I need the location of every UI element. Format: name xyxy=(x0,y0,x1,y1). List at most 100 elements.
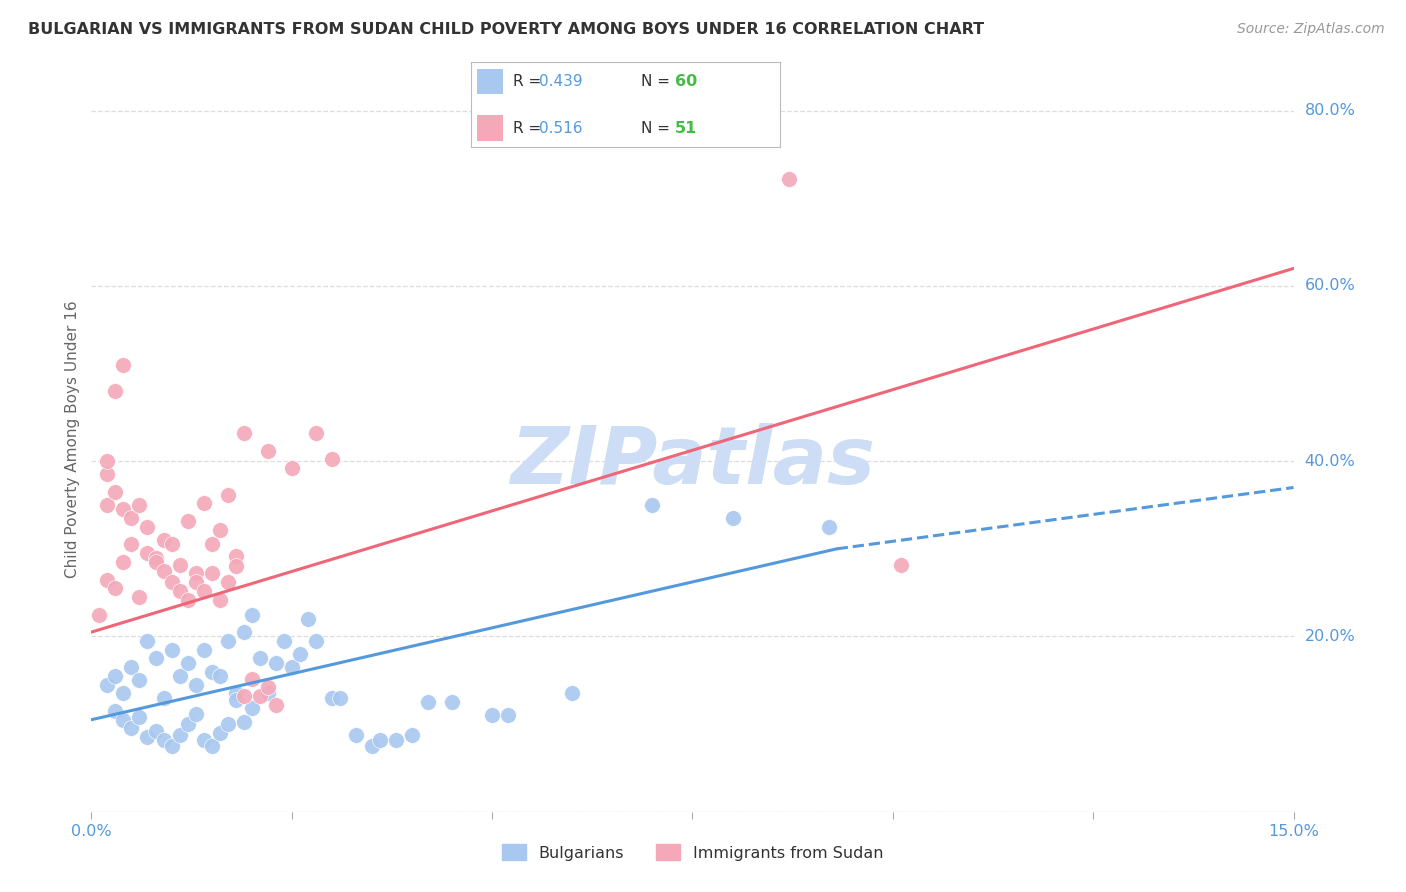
Point xyxy=(121,511,143,525)
Point xyxy=(817,520,839,534)
Point xyxy=(232,426,254,441)
Text: BULGARIAN VS IMMIGRANTS FROM SUDAN CHILD POVERTY AMONG BOYS UNDER 16 CORRELATION: BULGARIAN VS IMMIGRANTS FROM SUDAN CHILD… xyxy=(28,22,984,37)
Point xyxy=(184,566,207,581)
Point xyxy=(96,498,118,512)
Point xyxy=(136,633,159,648)
Point xyxy=(96,467,118,482)
Point xyxy=(217,487,239,501)
Text: N =: N = xyxy=(641,74,675,89)
Point xyxy=(256,686,278,700)
Point xyxy=(249,689,271,703)
Text: 40.0%: 40.0% xyxy=(1305,454,1355,468)
Point xyxy=(152,732,174,747)
Point xyxy=(176,514,198,528)
Text: 60: 60 xyxy=(675,74,697,89)
Text: ZIPatlas: ZIPatlas xyxy=(510,423,875,500)
Text: 0.439: 0.439 xyxy=(538,74,582,89)
Point xyxy=(201,665,224,679)
Point xyxy=(401,728,423,742)
Point xyxy=(193,732,215,747)
Point xyxy=(128,710,150,724)
Point xyxy=(264,698,287,712)
Text: R =: R = xyxy=(513,120,546,136)
Point xyxy=(256,443,278,458)
Text: N =: N = xyxy=(641,120,675,136)
Point xyxy=(96,678,118,692)
Point xyxy=(329,690,352,705)
Point xyxy=(184,706,207,721)
Point xyxy=(321,452,343,467)
Point xyxy=(160,575,183,590)
Point xyxy=(240,607,263,622)
Point xyxy=(368,732,391,747)
Point xyxy=(208,726,231,740)
Point xyxy=(249,651,271,665)
Point xyxy=(561,686,583,700)
Text: Source: ZipAtlas.com: Source: ZipAtlas.com xyxy=(1237,22,1385,37)
Point xyxy=(193,642,215,657)
Text: 60.0%: 60.0% xyxy=(1305,278,1355,293)
Point xyxy=(225,686,247,700)
Point xyxy=(641,498,664,512)
Point xyxy=(360,739,382,753)
Point xyxy=(112,502,135,516)
Point xyxy=(217,633,239,648)
Point xyxy=(145,550,167,565)
Point xyxy=(112,358,135,372)
FancyBboxPatch shape xyxy=(477,69,503,95)
Point xyxy=(440,695,463,709)
Point xyxy=(176,592,198,607)
Point xyxy=(193,583,215,598)
Point xyxy=(256,681,278,695)
Point xyxy=(281,461,304,475)
Point xyxy=(232,715,254,730)
Text: R =: R = xyxy=(513,74,546,89)
FancyBboxPatch shape xyxy=(477,115,503,141)
Point xyxy=(225,692,247,706)
Point xyxy=(496,708,519,723)
Point xyxy=(104,582,127,596)
Point xyxy=(288,647,311,661)
Point xyxy=(160,642,183,657)
Text: 20.0%: 20.0% xyxy=(1305,629,1355,644)
Point xyxy=(481,708,503,723)
Point xyxy=(232,689,254,703)
Point xyxy=(112,555,135,569)
Point xyxy=(152,564,174,578)
Point xyxy=(225,549,247,563)
Point xyxy=(112,686,135,700)
Point xyxy=(112,713,135,727)
Point xyxy=(232,625,254,640)
Point xyxy=(136,730,159,744)
Point xyxy=(344,728,367,742)
Point xyxy=(121,537,143,551)
Point xyxy=(96,573,118,587)
Point xyxy=(208,669,231,683)
Point xyxy=(184,575,207,590)
Point xyxy=(217,717,239,731)
Point xyxy=(208,523,231,537)
Point xyxy=(184,678,207,692)
Point xyxy=(104,484,127,499)
Point xyxy=(305,426,328,441)
Point xyxy=(778,172,800,186)
Point xyxy=(169,558,191,572)
Point xyxy=(264,656,287,670)
Point xyxy=(240,701,263,715)
Point xyxy=(193,496,215,510)
Point xyxy=(169,728,191,742)
Point xyxy=(104,669,127,683)
Point xyxy=(208,592,231,607)
Point xyxy=(416,695,439,709)
Point xyxy=(385,732,408,747)
Point xyxy=(176,717,198,731)
Point xyxy=(225,559,247,574)
Point xyxy=(305,633,328,648)
Point xyxy=(121,722,143,736)
Point xyxy=(721,511,744,525)
Point xyxy=(89,607,111,622)
Point xyxy=(281,660,304,674)
Point xyxy=(321,690,343,705)
Point xyxy=(152,533,174,547)
Legend: Bulgarians, Immigrants from Sudan: Bulgarians, Immigrants from Sudan xyxy=(495,838,890,867)
